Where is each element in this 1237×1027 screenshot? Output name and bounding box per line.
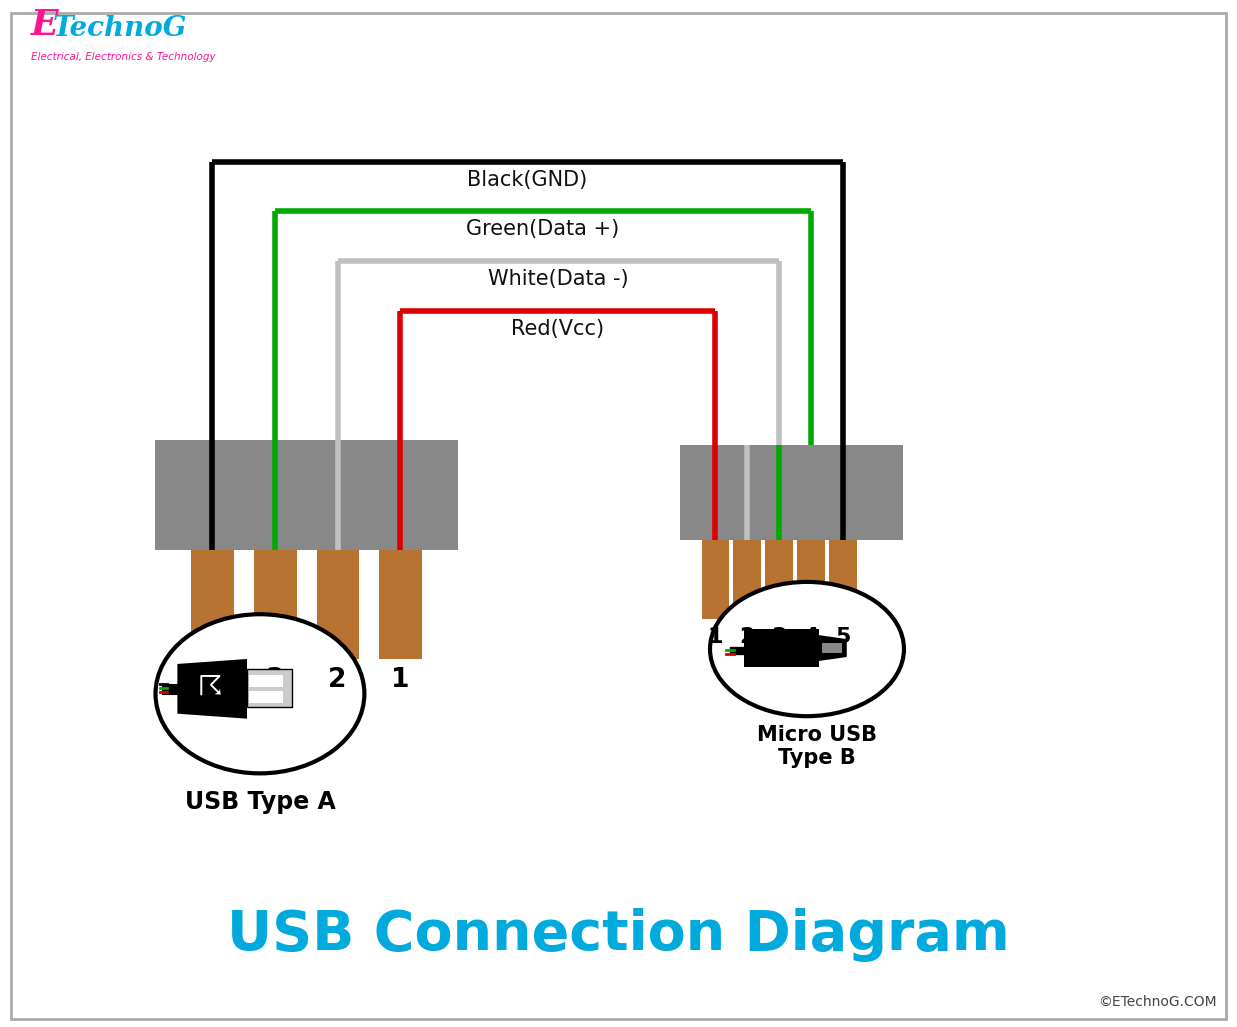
Text: Micro USB
Type B: Micro USB Type B [757, 725, 877, 768]
Polygon shape [819, 635, 847, 661]
Bar [797, 539, 825, 619]
Bar [155, 441, 458, 549]
Bar [745, 630, 819, 667]
Bar [249, 675, 283, 687]
Bar [192, 549, 234, 659]
Text: 3: 3 [772, 627, 787, 647]
Bar [734, 539, 761, 619]
Text: Electrical, Electronics & Technology: Electrical, Electronics & Technology [31, 52, 215, 63]
Text: 4: 4 [203, 667, 221, 693]
Text: USB Type A: USB Type A [184, 791, 335, 814]
Text: 3: 3 [266, 667, 285, 693]
Text: ☈: ☈ [198, 673, 223, 700]
Bar [254, 549, 297, 659]
Text: 2: 2 [328, 667, 346, 693]
Bar [821, 643, 842, 653]
Text: 2: 2 [740, 627, 755, 647]
Text: 5: 5 [835, 627, 851, 647]
Text: 4: 4 [803, 627, 819, 647]
Polygon shape [177, 659, 247, 719]
Bar [701, 539, 730, 619]
Text: Red(Vcc): Red(Vcc) [511, 318, 605, 339]
Text: TechnoG: TechnoG [53, 15, 188, 42]
Text: 1: 1 [391, 667, 409, 693]
Bar [380, 549, 422, 659]
Text: White(Data -): White(Data -) [489, 269, 628, 289]
Text: E: E [31, 8, 58, 42]
Text: 1: 1 [708, 627, 724, 647]
Bar [247, 669, 292, 707]
Ellipse shape [710, 582, 904, 716]
Text: Green(Data +): Green(Data +) [466, 220, 620, 239]
Bar [679, 445, 903, 539]
Bar [766, 539, 793, 619]
Bar [829, 539, 857, 619]
Text: USB Connection Diagram: USB Connection Diagram [226, 908, 1009, 962]
Bar [249, 691, 283, 702]
Ellipse shape [156, 614, 365, 773]
Text: Black(GND): Black(GND) [468, 169, 588, 190]
Text: ©ETechnoG.COM: ©ETechnoG.COM [1098, 995, 1217, 1010]
Bar [317, 549, 360, 659]
